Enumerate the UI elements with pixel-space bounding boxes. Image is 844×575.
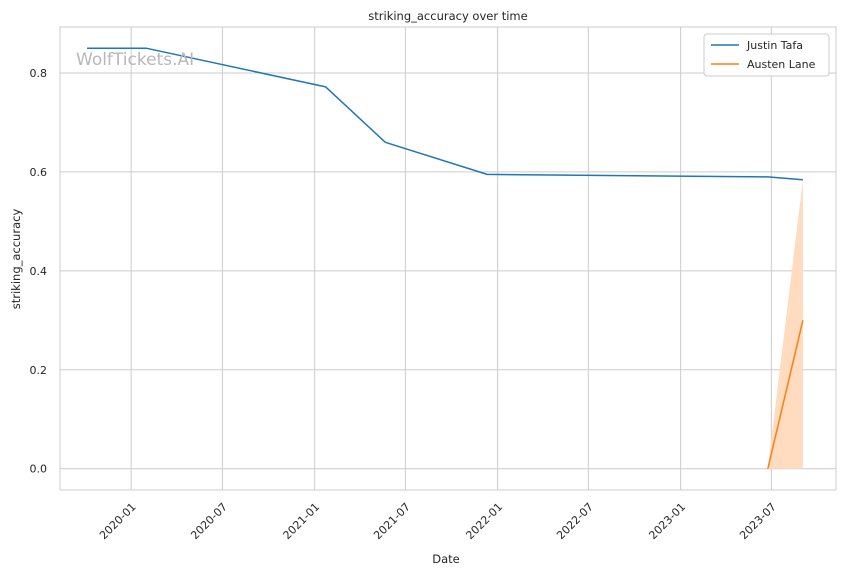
y-tick-label: 0.0	[30, 463, 48, 476]
series-lines	[87, 47, 804, 469]
y-axis-label: striking_accuracy	[9, 209, 23, 310]
series-line-0	[87, 47, 803, 181]
confidence-bands	[767, 179, 803, 469]
y-tick-labels: 0.0 0.2 0.4 0.6 0.8	[30, 67, 48, 476]
legend: Justin Tafa Austen Lane	[703, 33, 830, 77]
y-tick-label: 0.8	[30, 67, 48, 80]
y-tick-label: 0.4	[30, 265, 48, 278]
y-tick-label: 0.6	[30, 166, 48, 179]
watermark: WolfTickets.AI	[76, 50, 194, 70]
plot-frame	[59, 26, 837, 491]
legend-label-0: Justin Tafa	[746, 39, 803, 52]
chart-title: striking_accuracy over time	[368, 9, 527, 23]
gridlines	[60, 27, 836, 490]
series-line-1	[767, 320, 804, 469]
series-band-1	[767, 179, 803, 469]
x-axis-label: Date	[432, 552, 460, 566]
legend-label-1: Austen Lane	[747, 58, 816, 71]
y-tick-label: 0.2	[30, 364, 48, 377]
